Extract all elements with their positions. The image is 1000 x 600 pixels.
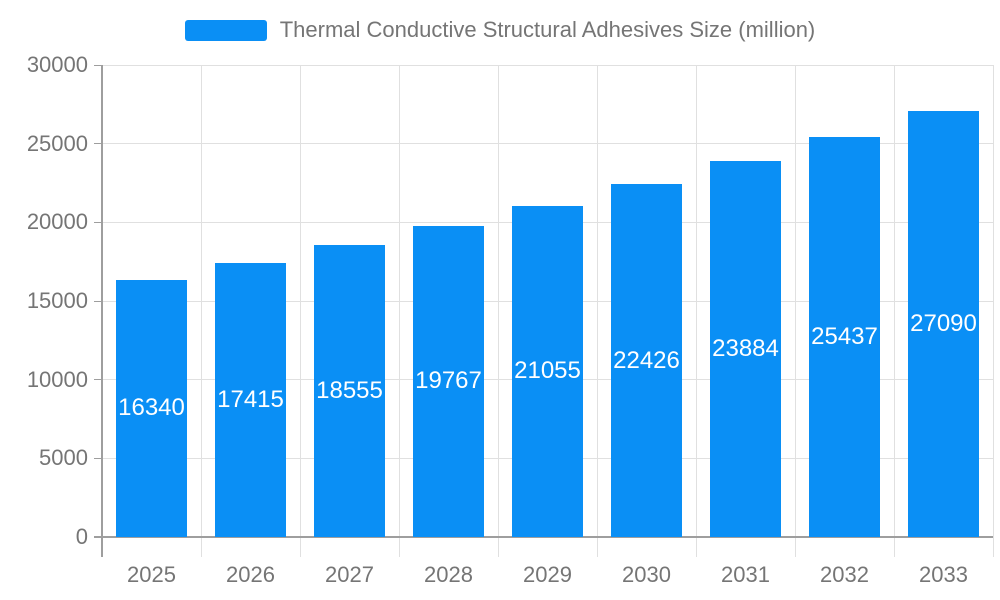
bar-2031[interactable] [710,161,781,537]
x-axis-label: 2032 [820,562,869,587]
bar-2032[interactable] [809,136,880,537]
bar-value-label: 17415 [217,386,284,413]
x-axis-label: 2025 [127,562,176,587]
bar-value-label: 27090 [910,309,977,337]
bar-value-label: 25437 [811,322,878,350]
y-axis-tick [94,64,102,66]
y-axis-label: 20000 [26,209,88,235]
y-axis-label: 25000 [26,130,88,156]
x-axis-label: 2029 [523,562,572,587]
x-gridline [200,65,202,557]
x-gridline [794,65,796,557]
bar-value-label: 23884 [712,335,779,363]
legend-swatch [184,19,267,41]
chart-legend[interactable]: Thermal Conductive Structural Adhesives … [0,17,1000,43]
bar-2026[interactable] [215,263,286,537]
bar-value-label: 22426 [613,346,680,374]
y-axis-tick [94,300,102,302]
x-axis-line [94,536,993,538]
x-axis-label: 2031 [721,562,770,587]
bar-2029[interactable] [512,205,583,537]
bar-value-label: 18555 [316,377,383,405]
y-axis-label: 5000 [39,445,88,471]
x-gridline [992,65,994,557]
y-axis-tick [94,143,102,145]
x-axis-label: 2033 [919,562,968,587]
bar-value-label: 19767 [415,367,482,395]
y-axis-tick [94,457,102,459]
bar-2028[interactable] [413,225,484,537]
x-gridline [695,65,697,557]
legend-label: Thermal Conductive Structural Adhesives … [279,17,816,42]
y-gridline [102,143,993,145]
y-axis-tick [94,379,102,381]
bar-2025[interactable] [116,279,187,537]
x-gridline [596,65,598,557]
x-gridline [299,65,301,557]
bar-2030[interactable] [611,184,682,537]
y-axis-label: 10000 [26,366,88,392]
x-axis-label: 2027 [325,562,374,587]
x-gridline [497,65,499,557]
bar-2033[interactable] [908,110,979,537]
y-gridline [102,64,993,66]
x-axis-label: 2030 [622,562,671,587]
y-axis-tick [94,221,102,223]
x-gridline [893,65,895,557]
bar-value-label: 21055 [514,357,581,385]
y-axis-label: 0 [75,524,88,549]
x-axis-label: 2026 [226,562,275,587]
y-axis-line [101,65,103,557]
x-axis-label: 2028 [424,562,473,587]
y-axis-label: 15000 [26,288,88,313]
x-gridline [398,65,400,557]
y-axis-label: 30000 [26,52,88,77]
bar-2027[interactable] [314,245,385,537]
bar-value-label: 16340 [118,394,185,422]
